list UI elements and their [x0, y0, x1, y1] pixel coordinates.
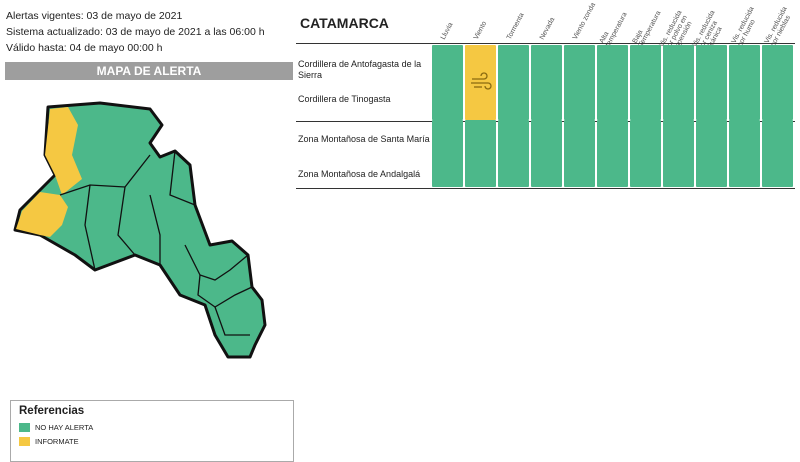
wind-icon [471, 72, 492, 90]
legend-title: Referencias [19, 405, 85, 417]
alert-cell [729, 120, 760, 187]
alert-cell [597, 45, 628, 120]
zone-name: Cordillera de Tinogasta [298, 94, 391, 104]
alert-area [45, 107, 82, 195]
column-header: Vis. reducida por humo [730, 5, 757, 48]
column-header: Vis. reducida por nieblas [763, 5, 793, 48]
alert-cell [696, 45, 727, 120]
zone-name: Cordillera de Antofagasta de la Sierra [298, 59, 422, 80]
alert-area [16, 192, 68, 237]
screen: Alertas vigentes: 03 de mayo de 2021 Sis… [5, 1, 795, 462]
alert-cell [531, 120, 562, 187]
alert-cell [762, 45, 793, 120]
column-header: Tormenta [505, 11, 526, 42]
alert-cell [432, 45, 463, 120]
column-header: Nevada [538, 16, 557, 41]
column-header: Lluvia [439, 21, 455, 41]
page: Alertas Catamarca html, body { margin: 0… [5, 1, 795, 462]
alert-cell [498, 120, 529, 187]
alert-cell [762, 120, 793, 187]
alert-cell [498, 45, 529, 120]
alert-cell [531, 45, 562, 120]
legend-label: NO HAY ALERTA [35, 423, 94, 432]
legend: Referencias NO HAY ALERTA INFORMATE [10, 400, 294, 462]
map [13, 101, 267, 359]
department-borders [59, 150, 253, 336]
alert-cell [729, 45, 760, 120]
alert-cell [663, 120, 694, 187]
province-shape [13, 101, 267, 359]
alert-cell [432, 120, 463, 187]
separator [296, 188, 795, 189]
legend-swatch [19, 437, 30, 446]
alert-cell [663, 45, 694, 120]
province-title: CATAMARCA [300, 15, 389, 31]
separator [296, 43, 795, 44]
alert-cell [630, 45, 661, 120]
alert-cell [564, 45, 595, 120]
alert-cell [630, 120, 661, 187]
column-header: Viento zonda [571, 1, 598, 41]
zone-name: Zona Montañosa de Andalgalá [298, 169, 421, 179]
alert-cell [465, 45, 496, 120]
map-title: MAPA DE ALERTA [5, 62, 293, 80]
alert-cell [696, 120, 727, 187]
header-line: Válido hasta: 04 de mayo 00:00 h [6, 42, 163, 54]
alert-cell [465, 120, 496, 187]
column-header: Alta temperatura [598, 11, 629, 48]
zone-name: Zona Montañosa de Santa María [298, 134, 430, 144]
alert-cell [597, 120, 628, 187]
legend-label: INFORMATE [35, 437, 79, 446]
alert-cell [564, 120, 595, 187]
header-line: Sistema actualizado: 03 de mayo de 2021 … [6, 26, 265, 38]
column-header: Viento [472, 20, 489, 41]
header-line: Alertas vigentes: 03 de mayo de 2021 [6, 10, 183, 22]
legend-swatch [19, 423, 30, 432]
